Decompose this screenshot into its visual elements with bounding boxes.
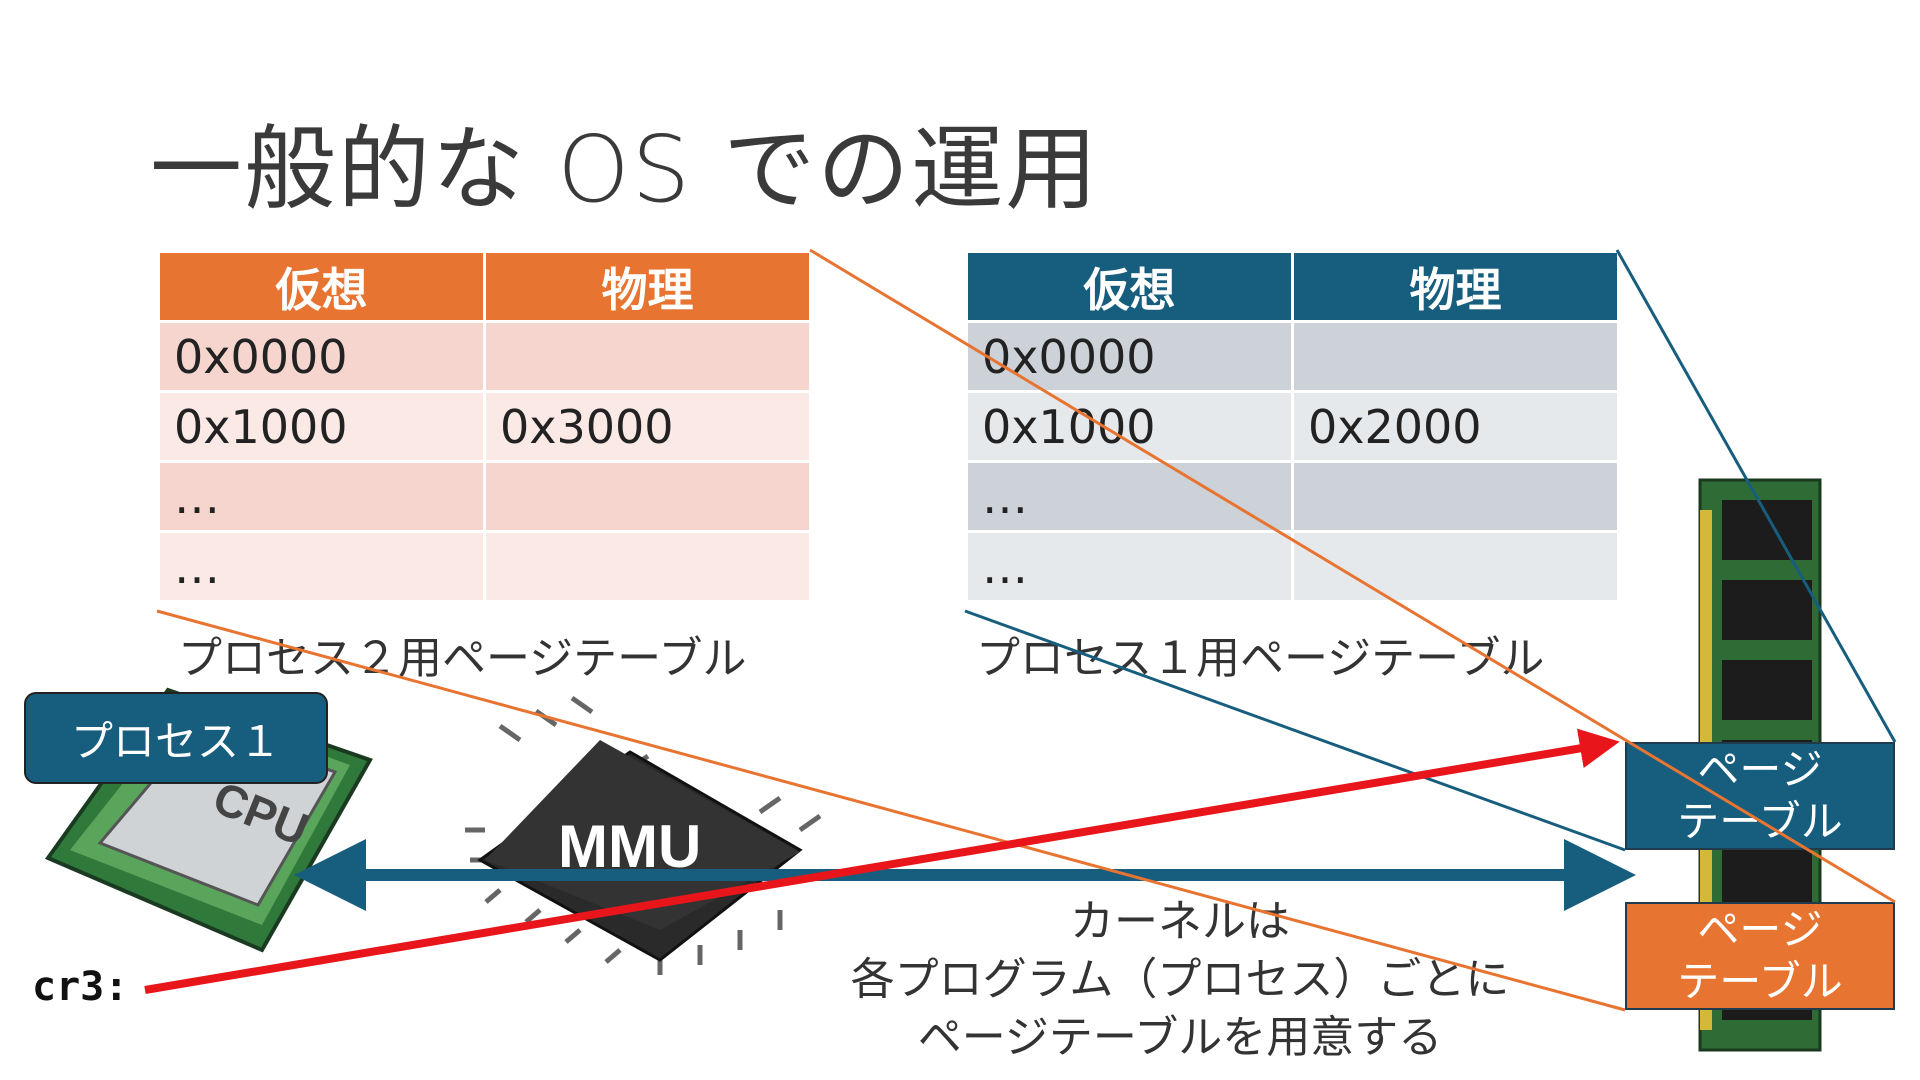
table-row: … [965,460,1620,533]
slide-title: 一般的な OS での運用 [150,116,1100,223]
memory-page-table-orange: ページ テーブル [1625,902,1895,1010]
cell-physical [1291,460,1620,533]
cell-virtual: 0x1000 [965,390,1294,463]
mmu-chip-icon [465,695,822,975]
table-row: 0x1000 0x3000 [157,390,812,463]
cell-physical [483,460,812,533]
kernel-note-line2: 各プログラム（プロセス）ごとに [850,954,1510,1005]
header-physical: 物理 [483,250,812,323]
table-row: 0x0000 [157,320,812,393]
page-table-line2: テーブル [1677,957,1843,1006]
kernel-note: カーネルは 各プログラム（プロセス）ごとに ページテーブルを用意する [790,893,1570,1067]
cell-virtual: 0x1000 [157,390,486,463]
orange-zoom-line-bottom [156,609,1626,1012]
header-virtual: 仮想 [157,250,486,323]
table-row: … [157,530,812,603]
mmu-label: MMU [558,813,702,880]
orange-zoom-line-top [809,248,1896,904]
table-header-row: 仮想 物理 [965,250,1620,323]
header-virtual: 仮想 [965,250,1294,323]
cell-virtual: 0x0000 [965,320,1294,393]
table-row: 0x1000 0x2000 [965,390,1620,463]
table-row: … [157,460,812,533]
cell-physical [1291,320,1620,393]
cell-virtual: … [157,530,486,603]
table-row: 0x0000 [965,320,1620,393]
cr3-register-label: cr3: [32,964,129,1010]
kernel-note-line3: ページテーブルを用意する [917,1012,1443,1063]
table-row: … [965,530,1620,603]
cell-physical: 0x2000 [1291,390,1620,463]
page-table-line1: ページ [1697,905,1823,954]
page-table-line1: ページ [1697,745,1823,794]
process1-page-table: 仮想 物理 0x0000 0x1000 0x2000 … … [965,250,1620,603]
cell-physical: 0x3000 [483,390,812,463]
cell-physical [1291,530,1620,603]
process1-label: プロセス１ [24,692,328,784]
cell-physical [483,320,812,393]
cell-virtual: … [965,460,1294,533]
blue-zoom-line-top [1615,249,1897,743]
cell-virtual: … [157,460,486,533]
cell-virtual: … [965,530,1294,603]
blue-zoom-line-bottom [964,609,1626,852]
cr3-pointer-arrow [144,728,1620,994]
kernel-note-line1: カーネルは [1070,896,1290,947]
process2-page-table: 仮想 物理 0x0000 0x1000 0x3000 … … [157,250,812,603]
cell-virtual: 0x0000 [157,320,486,393]
table-header-row: 仮想 物理 [157,250,812,323]
process1-table-caption: プロセス１用ページテーブル [976,633,1545,684]
cell-physical [483,530,812,603]
header-physical: 物理 [1291,250,1620,323]
